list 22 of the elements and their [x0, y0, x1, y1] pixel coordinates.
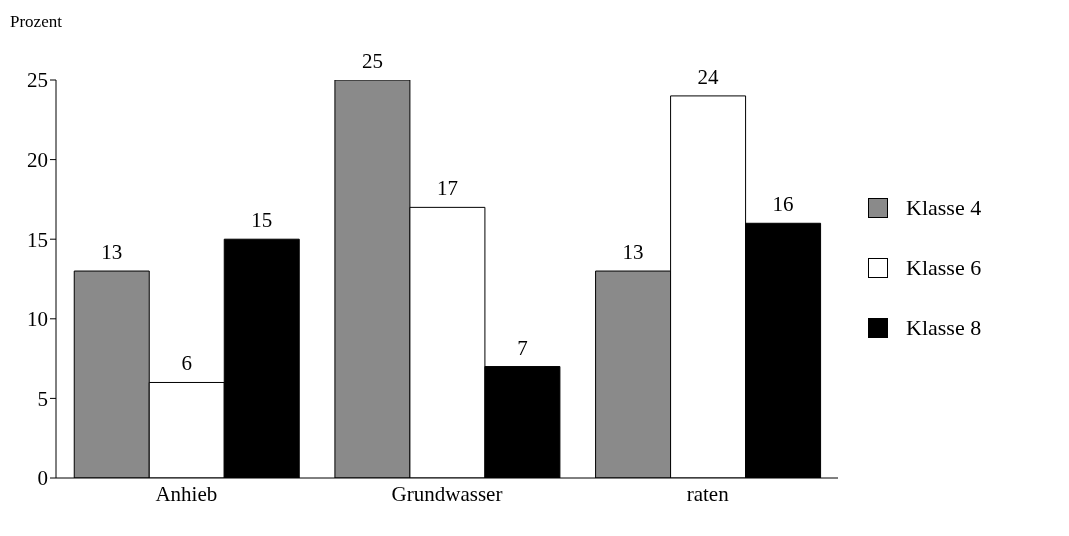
x-tick-label: raten: [686, 481, 730, 506]
data-label: 13: [622, 240, 644, 265]
y-tick-label: 0: [37, 466, 48, 491]
data-label: 24: [697, 64, 720, 89]
data-label: 7: [517, 335, 528, 360]
data-label: 17: [436, 176, 458, 201]
x-tick-label: Grundwasser: [391, 481, 503, 506]
data-label: 25: [361, 49, 383, 73]
y-tick-label: 20: [27, 148, 48, 173]
legend-label: Klasse 6: [906, 255, 982, 281]
data-label: 15: [251, 208, 273, 233]
legend-label: Klasse 8: [906, 315, 982, 341]
y-tick-label: 15: [27, 227, 48, 252]
data-label: 13: [101, 240, 123, 265]
legend-label: Klasse 4: [906, 195, 982, 221]
y-tick-label: 25: [27, 68, 48, 93]
data-label: 6: [181, 351, 192, 376]
y-tick-label: 5: [37, 386, 48, 411]
data-label: 16: [772, 192, 794, 217]
y-tick-label: 10: [27, 307, 48, 332]
y-axis-title: Prozent: [10, 12, 62, 32]
x-tick-label: Anhieb: [155, 481, 218, 506]
